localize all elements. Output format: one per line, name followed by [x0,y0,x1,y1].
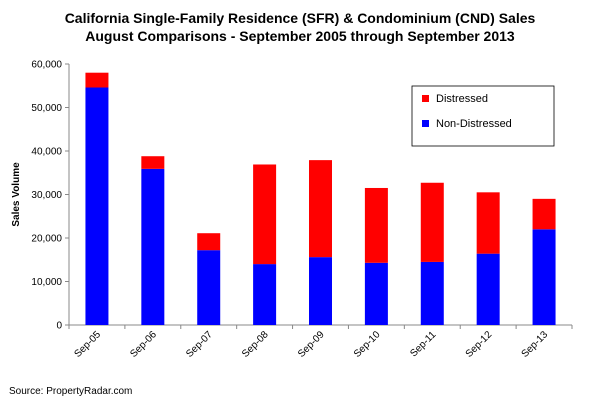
non-distressed-bar [476,253,500,325]
legend: Distressed Non-Distressed [411,85,555,147]
chart-title-line1: California Single-Family Residence (SFR)… [64,10,536,26]
non-distressed-bar [197,250,221,325]
legend-box [411,85,555,147]
y-tick-label: 60,000 [31,60,62,71]
y-tick-label: 30,000 [31,190,62,201]
bars [85,72,556,326]
x-tick-label: Sep-07 [184,329,215,360]
y-tick-label: 0 [56,321,62,332]
legend-label: Non-Distressed [436,118,512,130]
chart-title: California Single-Family Residence (SFR)… [0,9,600,45]
source-note: Source: PropertyRadar.com [9,386,133,397]
non-distressed-bar [532,229,556,325]
x-tick-label: Sep-10 [352,329,383,360]
legend-swatch [422,120,429,127]
distressed-bar [197,233,221,251]
y-tick-label: 50,000 [31,103,62,114]
distressed-bar [532,198,556,230]
non-distressed-bar [253,264,277,325]
distressed-bar [253,164,277,265]
distressed-bar [141,156,165,169]
distressed-bar [364,187,388,263]
y-tick-label: 20,000 [31,234,62,245]
legend-label: Distressed [436,93,488,105]
y-tick-label: 10,000 [31,277,62,288]
x-tick-label: Sep-06 [128,329,159,360]
y-tick-label: 40,000 [31,147,62,158]
non-distressed-bar [420,261,444,325]
distressed-bar [85,72,109,88]
non-distressed-bar [309,257,332,325]
x-tick-label: Sep-05 [72,329,103,360]
non-distressed-bar [85,87,109,326]
chart-title-line2: August Comparisons - September 2005 thro… [85,28,515,44]
distressed-bar [476,192,500,254]
x-tick-label: Sep-12 [464,329,495,360]
distressed-bar [420,182,444,262]
x-tick-label: Sep-09 [296,329,327,360]
x-tick-label: Sep-11 [408,329,438,359]
legend-swatch [422,95,429,102]
x-tick-label: Sep-13 [520,329,551,360]
non-distressed-bar [141,168,165,325]
x-tick-label: Sep-08 [240,329,271,360]
non-distressed-bar [364,262,388,325]
y-axis-label: Sales Volume [11,162,22,227]
distressed-bar [309,160,332,258]
